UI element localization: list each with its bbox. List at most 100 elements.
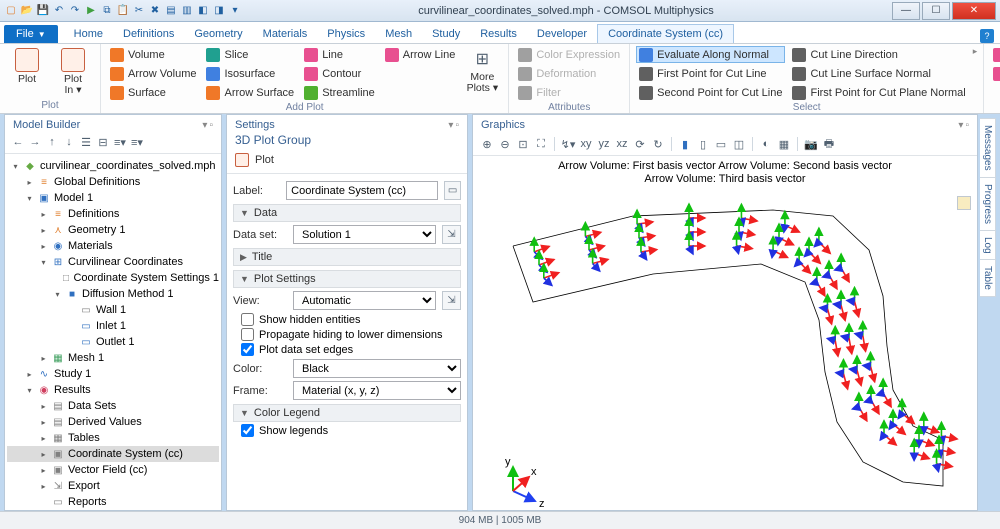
tree-node[interactable]: ▸≡Global Definitions bbox=[7, 174, 219, 190]
help-button[interactable]: ? bbox=[980, 29, 994, 43]
qat-redo-icon[interactable]: ↷ bbox=[68, 4, 82, 18]
tab-physics[interactable]: Physics bbox=[317, 25, 375, 43]
mb-tool5-icon[interactable]: ☰ bbox=[79, 135, 93, 149]
btn-first-cut-line[interactable]: First Point for Cut Line bbox=[636, 65, 785, 82]
graphics-corner-icon[interactable] bbox=[957, 196, 971, 210]
tree-node[interactable]: ▸▤Data Sets bbox=[7, 398, 219, 414]
qat-copy-icon[interactable]: ⧉ bbox=[100, 4, 114, 18]
file-menu[interactable]: File▼ bbox=[4, 25, 58, 43]
qat-new-icon[interactable]: ▢ bbox=[4, 4, 18, 18]
more-plots-button[interactable]: ⊞MorePlots ▾ bbox=[462, 46, 502, 94]
select-overflow-icon[interactable]: ▸ bbox=[973, 46, 978, 57]
frame-select[interactable]: Material (x, y, z) bbox=[293, 381, 461, 400]
tree-node[interactable]: ▸▦Tables bbox=[7, 430, 219, 446]
tree-node[interactable]: ▸⇲Export bbox=[7, 478, 219, 494]
qat-extra2-icon[interactable]: ▥ bbox=[180, 4, 194, 18]
settings-menu-icon[interactable]: ▾ bbox=[448, 120, 453, 131]
rotate-icon[interactable]: ⟳ bbox=[632, 136, 648, 152]
btn-streamline[interactable]: Streamline bbox=[301, 84, 378, 101]
btn-cut-surf-normal[interactable]: Cut Line Surface Normal bbox=[789, 65, 968, 82]
graphics-close-icon[interactable]: ▫ bbox=[965, 120, 969, 131]
view-xy-icon[interactable]: ↯▾ bbox=[560, 136, 576, 152]
camera-icon[interactable]: 📷 bbox=[803, 136, 819, 152]
btn-volume[interactable]: Volume bbox=[107, 46, 199, 63]
light-icon[interactable]: ◐ bbox=[758, 136, 774, 152]
zoom-box-icon[interactable]: ⊡ bbox=[515, 136, 531, 152]
print-icon[interactable]: 🖶 bbox=[821, 136, 837, 152]
mb-tool4-icon[interactable]: ↓ bbox=[62, 135, 76, 149]
trans-icon[interactable]: ▦ bbox=[776, 136, 792, 152]
color-select[interactable]: Black bbox=[293, 359, 461, 378]
tree-node[interactable]: ▭Outlet 1 bbox=[7, 334, 219, 350]
btn-cut-line-dir[interactable]: Cut Line Direction bbox=[789, 46, 968, 63]
sel2-icon[interactable]: ▯ bbox=[695, 136, 711, 152]
btn-arrow-line[interactable]: Arrow Line bbox=[382, 46, 459, 63]
sidetab-messages[interactable]: Messages bbox=[980, 118, 996, 178]
zoom-out-icon[interactable]: ⊖ bbox=[497, 136, 513, 152]
section-data[interactable]: ▼Data bbox=[233, 204, 461, 222]
settings-close-icon[interactable]: ▫ bbox=[455, 120, 459, 131]
mb-menu-icon[interactable]: ▾ bbox=[202, 120, 207, 131]
qat-undo-icon[interactable]: ↶ bbox=[52, 4, 66, 18]
graphics-canvas[interactable]: Arrow Volume: First basis vector Arrow V… bbox=[473, 156, 977, 510]
tree-node[interactable]: ▸▣Vector Field (cc) bbox=[7, 462, 219, 478]
tree-node[interactable]: ▾⊞Curvilinear Coordinates bbox=[7, 254, 219, 270]
qat-delete-icon[interactable]: ✖ bbox=[148, 4, 162, 18]
tab-mesh[interactable]: Mesh bbox=[375, 25, 422, 43]
tree-node[interactable]: ▭Wall 1 bbox=[7, 302, 219, 318]
maximize-button[interactable]: ☐ bbox=[922, 2, 950, 20]
tree-node[interactable]: ▾◆curvilinear_coordinates_solved.mph bbox=[7, 158, 219, 174]
btn-line[interactable]: Line bbox=[301, 46, 378, 63]
tab-developer[interactable]: Developer bbox=[527, 25, 597, 43]
tab-definitions[interactable]: Definitions bbox=[113, 25, 184, 43]
view-link-button[interactable]: ⇲ bbox=[442, 291, 461, 310]
tree-node[interactable]: ▸≡Definitions bbox=[7, 206, 219, 222]
chk-hidden[interactable] bbox=[241, 313, 254, 326]
tab-study[interactable]: Study bbox=[422, 25, 470, 43]
settings-plot-label[interactable]: Plot bbox=[255, 154, 274, 166]
mb-close-icon[interactable]: ▫ bbox=[209, 120, 213, 131]
btn-second-cut-line[interactable]: Second Point for Cut Line bbox=[636, 84, 785, 101]
mb-tool6-icon[interactable]: ⊟ bbox=[96, 135, 110, 149]
view-xz2-icon[interactable]: xz bbox=[614, 136, 630, 152]
qat-save-icon[interactable]: 💾 bbox=[36, 4, 50, 18]
section-plotsettings[interactable]: ▼Plot Settings bbox=[233, 270, 461, 288]
refresh-icon[interactable]: ↻ bbox=[650, 136, 666, 152]
btn-eval-normal[interactable]: Evaluate Along Normal bbox=[636, 46, 785, 63]
tree-node[interactable]: ▸∿Study 1 bbox=[7, 366, 219, 382]
settings-plot-icon[interactable] bbox=[235, 153, 249, 167]
qat-extra1-icon[interactable]: ▤ bbox=[164, 4, 178, 18]
mb-tool1-icon[interactable]: ← bbox=[11, 135, 25, 149]
zoom-in-icon[interactable]: ⊕ bbox=[479, 136, 495, 152]
chk-legends[interactable] bbox=[241, 424, 254, 437]
graphics-menu-icon[interactable]: ▾ bbox=[958, 120, 963, 131]
btn-arrow-volume[interactable]: Arrow Volume bbox=[107, 65, 199, 82]
section-colorlegend[interactable]: ▼Color Legend bbox=[233, 404, 461, 422]
mb-tool3-icon[interactable]: ↑ bbox=[45, 135, 59, 149]
model-tree[interactable]: ▾◆curvilinear_coordinates_solved.mph▸≡Gl… bbox=[5, 154, 221, 510]
btn-arrow-surface[interactable]: Arrow Surface bbox=[203, 84, 297, 101]
dataset-link-button[interactable]: ⇲ bbox=[442, 225, 461, 244]
btn-isosurface[interactable]: Isosurface bbox=[203, 65, 297, 82]
tree-node[interactable]: ▸▤Derived Values bbox=[7, 414, 219, 430]
sidetab-table[interactable]: Table bbox=[980, 259, 996, 297]
btn-surface[interactable]: Surface bbox=[107, 84, 199, 101]
tree-node[interactable]: ▸⋏Geometry 1 bbox=[7, 222, 219, 238]
mb-tool8-icon[interactable]: ≡▾ bbox=[130, 135, 144, 149]
zoom-ext-icon[interactable]: ⛶ bbox=[533, 136, 549, 152]
btn-contour[interactable]: Contour bbox=[301, 65, 378, 82]
tab-geometry[interactable]: Geometry bbox=[184, 25, 252, 43]
sel1-icon[interactable]: ▮ bbox=[677, 136, 693, 152]
sel4-icon[interactable]: ◫ bbox=[731, 136, 747, 152]
tree-node[interactable]: ▭Reports bbox=[7, 494, 219, 510]
tab-materials[interactable]: Materials bbox=[253, 25, 318, 43]
btn-3d-image[interactable]: 3D Image bbox=[990, 46, 1000, 63]
tree-node[interactable]: ▸◉Materials bbox=[7, 238, 219, 254]
chk-edges[interactable] bbox=[241, 343, 254, 356]
qat-run-icon[interactable]: ▶ bbox=[84, 4, 98, 18]
tree-node[interactable]: ▾▣Model 1 bbox=[7, 190, 219, 206]
tree-node[interactable]: ▾◉Results bbox=[7, 382, 219, 398]
btn-slice[interactable]: Slice bbox=[203, 46, 297, 63]
tree-node[interactable]: ▸▦Mesh 1 bbox=[7, 350, 219, 366]
mb-tool7-icon[interactable]: ≡▾ bbox=[113, 135, 127, 149]
